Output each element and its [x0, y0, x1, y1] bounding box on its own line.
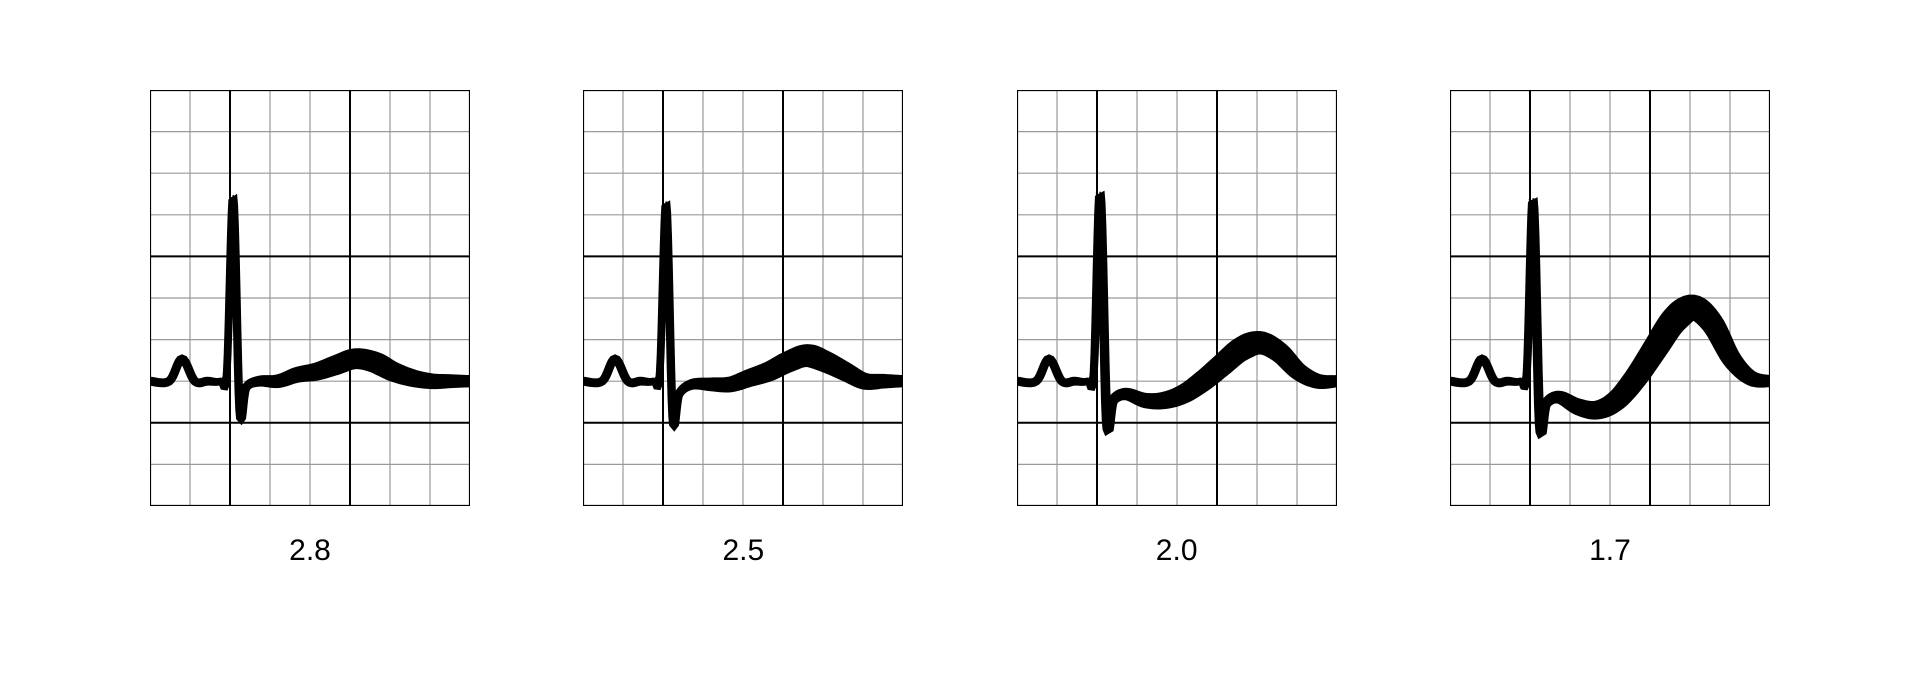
ecg-panel: 2.8: [150, 90, 470, 568]
ecg-panel: 2.5: [583, 90, 903, 568]
ecg-panel-svg: [1017, 90, 1337, 506]
ecg-panel-svg: [583, 90, 903, 506]
ecg-panel: 2.0: [1017, 90, 1337, 568]
ecg-panel-svg: [150, 90, 470, 506]
panel-label: 2.0: [1156, 534, 1198, 568]
panel-label: 2.5: [722, 534, 764, 568]
panel-label: 1.7: [1589, 534, 1631, 568]
panel-label: 2.8: [289, 534, 331, 568]
ecg-panel: 1.7: [1450, 90, 1770, 568]
ecg-panels-row: 2.8 2.5 2.0 1.7: [0, 0, 1920, 568]
ecg-panel-svg: [1450, 90, 1770, 506]
